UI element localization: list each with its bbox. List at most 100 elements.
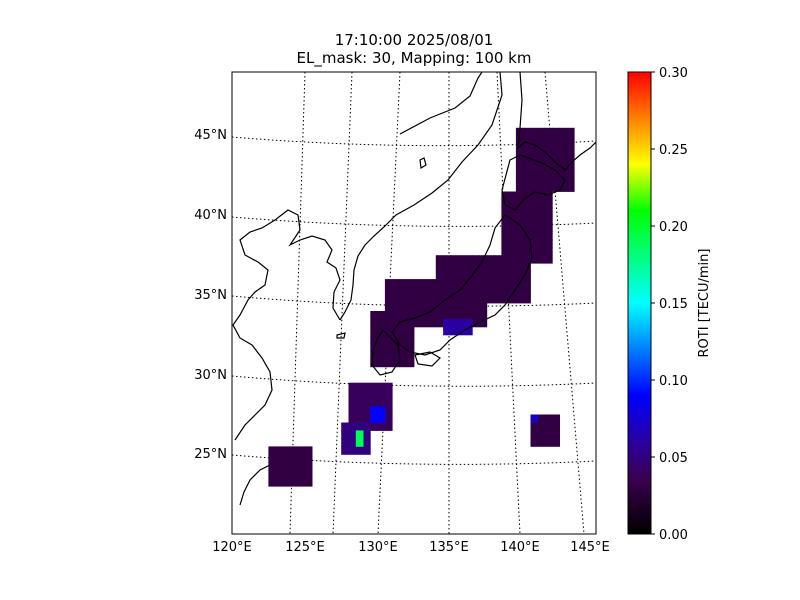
roti-cell-nansei-islands [355, 390, 364, 399]
roti-cell-kinki-chugoku [435, 303, 444, 312]
roti-cell-tohoku [501, 207, 510, 216]
roti-cell-kyushu [384, 334, 393, 344]
roti-cell-kyushu [399, 311, 408, 320]
roti-cell-kinki-chugoku [472, 311, 480, 320]
roti-cell-honshu-central [508, 287, 517, 296]
roti-cell-tohoku [545, 239, 553, 248]
roti-cell-nansei-islands [370, 390, 378, 399]
roti-cell-tohoku [515, 231, 524, 240]
roti-cell-kinki-chugoku [414, 287, 422, 296]
roti-cell-hokkaido [559, 183, 568, 192]
lon-tick-135: 135°E [429, 540, 469, 555]
roti-cell-hokkaido [523, 159, 531, 168]
roti-cell-kyushu [392, 342, 400, 352]
roti-cell-kyushu [392, 318, 400, 328]
roti-cell-hokkaido [523, 183, 531, 192]
roti-cell-kinki-chugoku [406, 295, 415, 304]
roti-cell-honshu-central [465, 263, 473, 272]
coast-island [419, 157, 427, 169]
roti-cell-nansei-islands [384, 382, 393, 392]
roti-cell-okinawa [348, 422, 357, 431]
roti-cell-kyushu [406, 358, 415, 368]
roti-cell-sakishima [268, 470, 277, 479]
roti-cell-kinki-chugoku [465, 295, 473, 304]
roti-cell-honshu-central [494, 271, 502, 280]
roti-cell-kinki-chugoku [384, 303, 393, 312]
roti-cell-nansei-islands [363, 398, 371, 407]
roti-cell-hokkaido [537, 143, 546, 153]
roti-cell-kyushu [370, 318, 378, 328]
roti-cell-tohoku [545, 199, 553, 208]
roti-cell-hokkaido [559, 151, 568, 161]
roti-cell-honshu-central [472, 263, 480, 272]
roti-cell-okinawa [363, 430, 371, 439]
roti-cell-sakishima [297, 454, 306, 463]
roti-cell-tohoku [501, 191, 510, 200]
roti-cell-tohoku [515, 215, 524, 224]
roti-cell-hokkaido [552, 183, 560, 192]
roti-cell-hokkaido [537, 151, 546, 161]
roti-cell-kinki-chugoku [428, 318, 437, 328]
roti-cell-hokkaido [530, 151, 539, 161]
colorbar-tick-1: 0.05 [659, 451, 688, 466]
lon-tick-145: 145°E [570, 540, 610, 555]
roti-cell-honshu-central [494, 255, 502, 264]
roti-cell-sakishima [290, 478, 298, 487]
roti-cell-hokkaido [559, 167, 568, 176]
roti-cell-kinki-chugoku [443, 311, 451, 320]
roti-cell-honshu-central [523, 263, 531, 272]
coast-korea-east [339, 72, 503, 321]
roti-cell-kyushu [377, 358, 386, 368]
roti-cell-shikoku-coast [457, 326, 466, 336]
roti-cell-okinawa [341, 438, 349, 447]
roti-cell-shikoku-coast [450, 318, 459, 328]
roti-cell-tohoku [537, 223, 546, 232]
lon-tick-130: 130°E [358, 540, 398, 555]
roti-cell-sakishima [268, 446, 277, 455]
roti-cell-tohoku [537, 247, 546, 256]
roti-cell-honshu-central [486, 287, 495, 296]
roti-cell-kinki-chugoku [465, 279, 473, 288]
roti-cell-sakishima [275, 454, 284, 463]
roti-cell-hokkaido [559, 135, 568, 145]
roti-cell-shikoku-coast [443, 318, 451, 328]
lat-tick-45: 45°N [194, 128, 227, 143]
roti-cell-kinki-chugoku [421, 295, 429, 304]
roti-cell-tohoku [508, 247, 517, 256]
roti-cell-kyushu [370, 334, 378, 344]
roti-cell-honshu-central [443, 255, 451, 264]
roti-cell-kinki-chugoku [457, 287, 466, 296]
roti-cell-kinki-chugoku [435, 318, 444, 328]
coast-kyushu [371, 329, 401, 376]
roti-cell-tohoku [501, 247, 510, 256]
roti-cell-tohoku [508, 199, 517, 208]
roti-cell-nansei-islands [355, 414, 364, 423]
roti-cell-tohoku [515, 247, 524, 256]
roti-cell-kinki-chugoku [406, 279, 415, 288]
roti-cell-nansei-islands [355, 382, 364, 392]
roti-cell-honshu-central [523, 279, 531, 288]
roti-cell-tohoku [537, 255, 546, 264]
roti-cell-kinki-chugoku [399, 295, 408, 304]
roti-cell-sakishima [283, 454, 291, 463]
roti-cell-tohoku [537, 239, 546, 248]
roti-cell-kyushu [384, 350, 393, 360]
roti-cell-honshu-central [494, 287, 502, 296]
roti-cell-sakishima [304, 454, 313, 463]
roti-cell-kinki-chugoku [421, 287, 429, 296]
roti-cell-ogasawara [545, 430, 553, 439]
roti-cell-kyushu [370, 350, 378, 360]
graticule-lon-128 [332, 72, 353, 534]
roti-cell-shikoku-coast [465, 326, 473, 336]
lat-tick-40: 40°N [194, 208, 227, 223]
map-content [232, 72, 596, 534]
roti-cell-hokkaido [552, 135, 560, 145]
roti-cell-tohoku [523, 199, 531, 208]
roti-cell-nansei-islands [384, 422, 393, 431]
coast-honshu [391, 214, 533, 356]
colorbar-tick-3: 0.15 [659, 297, 688, 312]
roti-cell-honshu-central [523, 271, 531, 280]
roti-cell-kyushu [399, 326, 408, 336]
roti-cell-honshu-central [450, 255, 459, 264]
roti-cell-okinawa-south [355, 438, 364, 447]
